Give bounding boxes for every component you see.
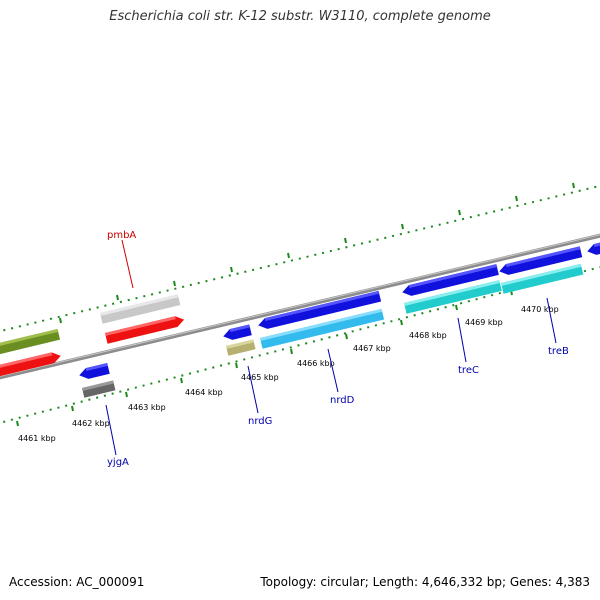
treC-leader-line bbox=[457, 317, 467, 363]
feature-nrdD-blue[interactable] bbox=[257, 290, 382, 331]
nrdG-leader-line bbox=[247, 365, 259, 414]
pmbA-leader-line bbox=[121, 239, 134, 289]
genome-backbone bbox=[0, 233, 600, 380]
scale-label: 4469 kbp bbox=[465, 318, 503, 327]
feature-pmbA-red[interactable] bbox=[105, 314, 185, 344]
scale-label: 4463 kbp bbox=[128, 403, 166, 412]
feature-nrdG-khaki[interactable] bbox=[226, 339, 256, 356]
scale-label: 4462 kbp bbox=[72, 419, 110, 428]
scale-label: 4465 kbp bbox=[241, 373, 279, 382]
gene-label-nrdD[interactable]: nrdD bbox=[330, 395, 355, 406]
feature-pmbA-grey[interactable] bbox=[99, 294, 181, 324]
feature-nrdD-cyan[interactable] bbox=[260, 308, 385, 349]
feature-treB-teal[interactable] bbox=[501, 263, 584, 294]
treB-leader-line bbox=[546, 297, 557, 344]
scale-label: 4470 kbp bbox=[521, 305, 559, 314]
yjgA-leader-line bbox=[105, 404, 117, 456]
genome-backbone-highlight bbox=[0, 234, 600, 377]
feature-treB-blue[interactable] bbox=[498, 246, 583, 276]
feature-red-left[interactable] bbox=[0, 351, 62, 383]
outer-scale-line bbox=[0, 184, 600, 333]
feature-olive-left[interactable] bbox=[0, 328, 61, 361]
gene-label-treC[interactable]: treC bbox=[458, 365, 479, 376]
genome-summary-text: Topology: circular; Length: 4,646,332 bp… bbox=[260, 575, 590, 589]
scale-label: 4466 kbp bbox=[297, 359, 335, 368]
nrdD-leader-line bbox=[327, 348, 339, 393]
feature-yjgA-blue[interactable] bbox=[78, 362, 110, 381]
feature-right-blue[interactable] bbox=[586, 236, 600, 257]
scale-ticks bbox=[16, 182, 575, 427]
feature-treC-blue[interactable] bbox=[401, 264, 499, 298]
map-title: Escherichia coli str. K-12 substr. W3110… bbox=[109, 9, 491, 24]
feature-yjgA-grey[interactable] bbox=[82, 380, 116, 398]
scale-label: 4467 kbp bbox=[353, 344, 391, 353]
accession-text: Accession: AC_000091 bbox=[9, 575, 145, 589]
feature-treC-teal[interactable] bbox=[404, 280, 502, 314]
scale-label: 4468 kbp bbox=[409, 331, 447, 340]
gene-label-pmbA[interactable]: pmbA bbox=[107, 230, 136, 241]
scale-label: 4461 kbp bbox=[18, 434, 56, 443]
gene-label-treB[interactable]: treB bbox=[548, 346, 569, 357]
gene-label-yjgA[interactable]: yjgA bbox=[107, 457, 129, 468]
gene-label-nrdG[interactable]: nrdG bbox=[248, 416, 272, 427]
feature-nrdG-blue[interactable] bbox=[222, 324, 252, 341]
scale-label: 4464 kbp bbox=[185, 388, 223, 397]
